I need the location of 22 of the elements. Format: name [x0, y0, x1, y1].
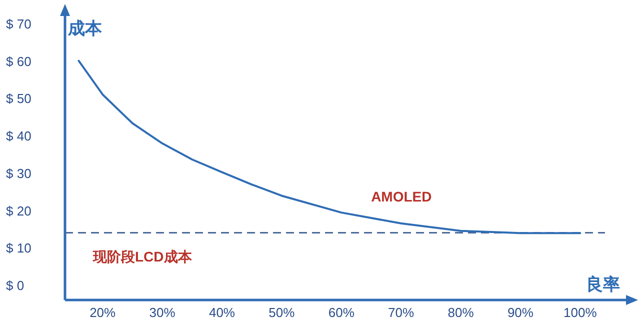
x-tick-label: 20% [90, 305, 116, 320]
y-tick-label: $ 70 [6, 16, 32, 32]
x-tick-label: 100% [564, 305, 598, 320]
x-tick-label: 60% [328, 305, 355, 320]
y-tick-label: $ 50 [6, 91, 32, 106]
x-tick-label: 30% [149, 305, 176, 320]
x-tick-label: 50% [268, 305, 296, 320]
x-tick-label: 80% [448, 305, 474, 320]
x-tick-label: 40% [208, 305, 236, 320]
y-tick-label: $ 30 [6, 166, 32, 181]
y-tick-label: $ 20 [6, 203, 32, 218]
y-axis-title: 成本 [67, 19, 103, 38]
x-tick-label: 70% [388, 305, 415, 320]
y-tick-label: $ 10 [6, 240, 32, 256]
x-tick-label: 90% [507, 305, 534, 320]
x-axis-title: 良率 [586, 275, 620, 294]
series-label: AMOLED [371, 188, 432, 204]
line-series [78, 60, 582, 234]
ref-line-label: 现阶段LCD成本 [92, 248, 193, 265]
y-tick-label: $ 40 [6, 128, 32, 144]
y-tick-label: $ 0 [6, 278, 24, 294]
y-tick-label: $ 60 [6, 54, 32, 69]
